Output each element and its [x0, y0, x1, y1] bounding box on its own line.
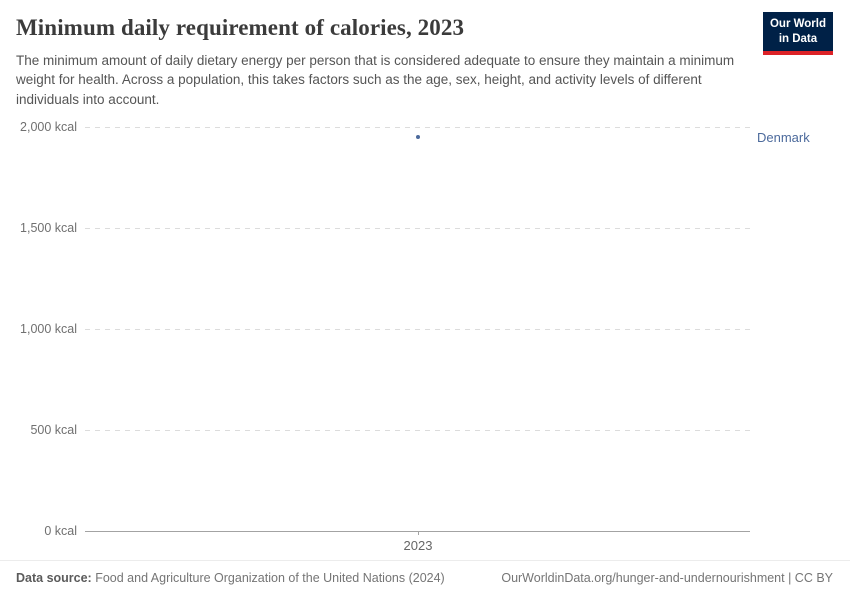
y-axis-tick-label: 1,000 kcal: [20, 322, 77, 336]
chart-header: Minimum daily requirement of calories, 2…: [16, 14, 834, 109]
entity-label-denmark[interactable]: Denmark: [757, 130, 810, 146]
x-axis-line: [85, 531, 750, 532]
chart-footer: Data source: Food and Agriculture Organi…: [0, 560, 850, 600]
y-axis-tick-label: 0 kcal: [44, 524, 77, 538]
x-axis-tick-label: 2023: [403, 538, 433, 553]
data-source-text: Food and Agriculture Organization of the…: [91, 571, 445, 585]
owid-logo: Our World in Data: [762, 12, 833, 55]
owid-logo-line2: in Data: [778, 32, 818, 45]
data-source-label: Data source:: [16, 571, 92, 585]
owid-logo-line1: Our World: [769, 18, 826, 30]
chart-title: Minimum daily requirement of calories, 2…: [16, 15, 465, 40]
y-gridline: [85, 329, 750, 330]
chart-subtitle: The minimum amount of daily dietary ener…: [16, 52, 735, 107]
attribution-link[interactable]: OurWorldinData.org/hunger-and-undernouri…: [501, 571, 833, 585]
data-point-denmark[interactable]: [416, 135, 420, 140]
data-source-note: Data source: Food and Agriculture Organi…: [16, 571, 445, 585]
y-axis-tick-label: 500 kcal: [30, 423, 77, 437]
y-gridline: [85, 228, 750, 229]
y-gridline: [85, 430, 750, 431]
x-axis-tick: [418, 531, 419, 535]
y-axis-tick-label: 2,000 kcal: [20, 120, 77, 134]
y-gridline: [85, 127, 750, 128]
y-axis-tick-label: 1,500 kcal: [20, 221, 77, 235]
